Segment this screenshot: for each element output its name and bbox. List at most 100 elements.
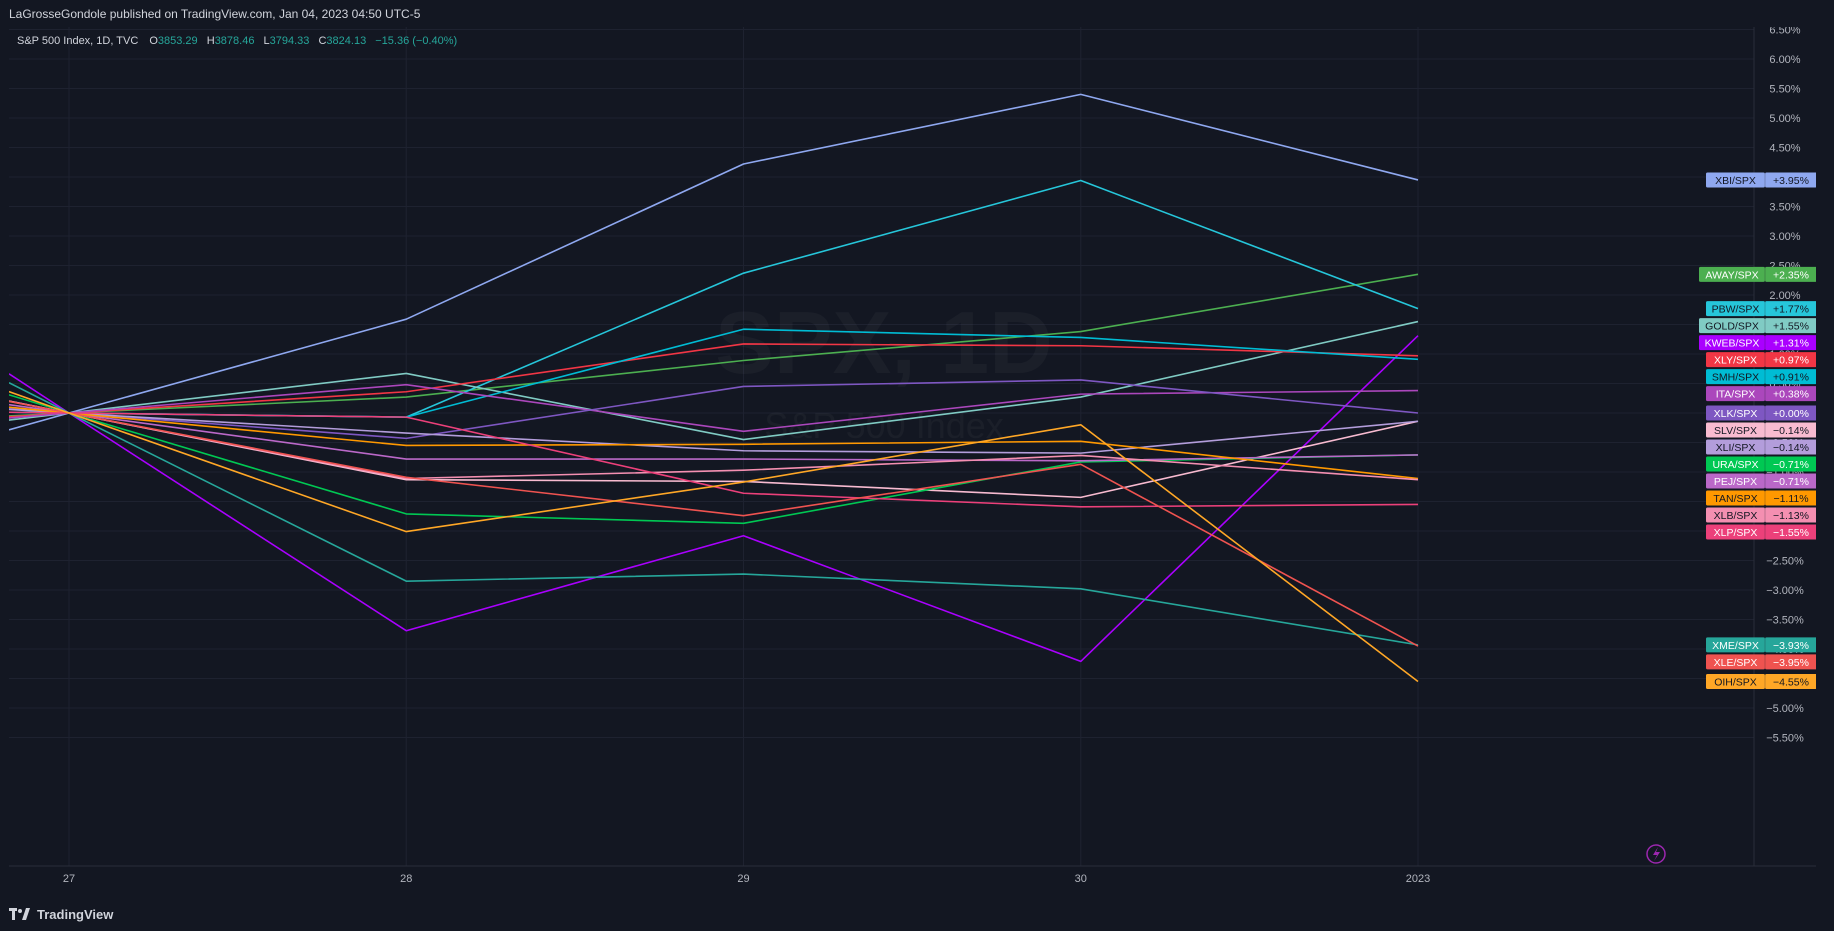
series-badge-value: +0.97% — [1773, 355, 1809, 367]
series-badge[interactable]: XLY/SPX +0.97% — [1706, 352, 1816, 368]
legend-close: 3824.13 — [326, 35, 366, 47]
series-badge-name: TAN/SPX — [1713, 493, 1757, 505]
series-badge[interactable]: URA/SPX −0.71% — [1706, 456, 1816, 472]
series-badge-name: XLY/SPX — [1714, 355, 1757, 367]
series-badge[interactable]: XME/SPX −3.93% — [1706, 637, 1816, 653]
series-line[interactable] — [9, 390, 1419, 683]
series-badge-value: −0.14% — [1773, 442, 1809, 454]
y-tick-label: −3.50% — [1766, 615, 1804, 627]
series-badge-name: PEJ/SPX — [1714, 476, 1757, 488]
series-badge-value: −3.95% — [1773, 657, 1809, 669]
x-tick-label: 2023 — [1406, 873, 1430, 885]
y-tick-label: 3.00% — [1769, 231, 1800, 243]
series-badge-value: −0.14% — [1773, 425, 1809, 437]
series-badge[interactable]: TAN/SPX −1.11% — [1706, 490, 1816, 506]
series-badge-value: +1.77% — [1773, 304, 1809, 316]
series-badge-name: GOLD/SPX — [1705, 321, 1759, 333]
series-badge-name: XME/SPX — [1712, 640, 1759, 652]
series-badge[interactable]: XBI/SPX +3.95% — [1706, 172, 1816, 188]
series-badge-name: XLP/SPX — [1714, 527, 1758, 539]
chart[interactable]: SPX, 1D S&P 500 Index 6.50% 6.00% 5.50% 5.0… — [9, 27, 1816, 896]
series-badge-value: +3.95% — [1773, 175, 1809, 187]
series-badge-name: OIH/SPX — [1714, 676, 1757, 688]
series-badge[interactable]: SMH/SPX +0.91% — [1706, 369, 1816, 385]
chart-background — [9, 27, 1816, 896]
series-badge-value: −1.55% — [1773, 527, 1809, 539]
y-tick-label: −3.00% — [1766, 585, 1804, 597]
series-line[interactable] — [9, 400, 1419, 647]
legend-low: 3794.33 — [270, 35, 310, 47]
series-badge[interactable]: XLB/SPX −1.13% — [1706, 507, 1816, 523]
x-tick-label: 27 — [63, 873, 75, 885]
series-badge-name: XLB/SPX — [1714, 510, 1758, 522]
series-badge-value: −0.71% — [1773, 476, 1809, 488]
series-line[interactable] — [9, 406, 1419, 480]
series-badge-value: +0.38% — [1773, 389, 1809, 401]
series-badge[interactable]: XLP/SPX −1.55% — [1706, 524, 1816, 540]
series-badge-name: KWEB/SPX — [1705, 338, 1760, 350]
series-badge[interactable]: PBW/SPX +1.77% — [1706, 301, 1816, 317]
series-badge-name: XLE/SPX — [1714, 657, 1758, 669]
series-badge-name: XBI/SPX — [1715, 175, 1756, 187]
series-badge[interactable]: GOLD/SPX +1.55% — [1699, 318, 1816, 334]
series-badge-name: ITA/SPX — [1716, 389, 1755, 401]
series-badge[interactable]: SLV/SPX −0.14% — [1706, 422, 1816, 438]
series-line[interactable] — [9, 382, 1419, 646]
y-tick-label: 4.50% — [1769, 143, 1800, 155]
series-badge-name: URA/SPX — [1712, 459, 1758, 471]
series-badge-name: XLK/SPX — [1714, 408, 1758, 420]
y-tick-label: 5.50% — [1769, 84, 1800, 96]
tradingview-logo[interactable]: TradingView — [9, 904, 113, 924]
legend: S&P 500 Index, 1D, TVC O3853.29 H3878.46… — [17, 35, 457, 47]
series-badge-value: +2.35% — [1773, 269, 1809, 281]
legend-high: 3878.46 — [215, 35, 255, 47]
series-badge-value: +1.55% — [1773, 321, 1809, 333]
y-tick-label: 3.50% — [1769, 202, 1800, 214]
series-badge-name: SMH/SPX — [1712, 372, 1759, 384]
series-badge-name: AWAY/SPX — [1705, 269, 1758, 281]
series-line[interactable] — [9, 335, 1419, 663]
lightning-icon[interactable] — [1646, 844, 1666, 864]
series-badge-name: XLI/SPX — [1716, 442, 1756, 454]
tradingview-logo-icon — [9, 907, 30, 920]
series-badge-value: −1.11% — [1773, 493, 1808, 505]
series-line[interactable] — [9, 383, 1419, 433]
series-badge[interactable]: AWAY/SPX +2.35% — [1699, 266, 1816, 282]
legend-change: −15.36 (−0.40%) — [375, 35, 457, 47]
y-tick-label: 2.00% — [1769, 290, 1800, 302]
x-tick-label: 28 — [400, 873, 412, 885]
series-badge[interactable]: XLE/SPX −3.95% — [1706, 654, 1816, 670]
time-axis[interactable]: 27 28 29 30 2023 — [63, 873, 1430, 885]
series-badge[interactable]: KWEB/SPX +1.31% — [1699, 335, 1816, 351]
series-badge-value: −0.71% — [1773, 459, 1809, 471]
series-badge[interactable]: OIH/SPX −4.55% — [1706, 673, 1816, 689]
series-badge[interactable]: ITA/SPX +0.38% — [1706, 386, 1816, 402]
series-badge[interactable]: XLK/SPX +0.00% — [1706, 405, 1816, 421]
series-badge-value: −3.93% — [1773, 640, 1809, 652]
series-badge-value: −1.13% — [1773, 510, 1809, 522]
series-line[interactable] — [9, 411, 1419, 508]
x-tick-label: 29 — [737, 873, 749, 885]
y-tick-label: −5.00% — [1766, 703, 1804, 715]
series-lines — [9, 93, 1419, 683]
legend-symbol: S&P 500 Index, 1D, TVC — [17, 35, 138, 47]
series-badge[interactable]: XLI/SPX −0.14% — [1706, 439, 1816, 455]
series-badge-name: PBW/SPX — [1712, 304, 1760, 316]
series-badge[interactable]: PEJ/SPX −0.71% — [1706, 473, 1816, 489]
tradingview-brand: TradingView — [37, 906, 114, 922]
published-caption: LaGrosseGondole published on TradingView… — [9, 7, 421, 21]
y-tick-label: 6.00% — [1769, 54, 1800, 66]
y-tick-label: −5.50% — [1766, 733, 1804, 745]
series-value-badges: XBI/SPX +3.95% AWAY/SPX +2.35% PBW/SPX +1.77%… — [1699, 172, 1816, 689]
y-tick-label: 6.50% — [1769, 27, 1800, 37]
y-tick-label: −2.50% — [1766, 556, 1804, 568]
x-tick-label: 30 — [1075, 873, 1087, 885]
y-tick-label: 5.00% — [1769, 113, 1800, 125]
series-badge-value: +0.00% — [1773, 408, 1809, 420]
watermark-title: SPX, 1D — [715, 293, 1052, 392]
watermark: SPX, 1D S&P 500 Index — [715, 293, 1052, 446]
series-line[interactable] — [9, 93, 1419, 431]
series-badge-value: +1.31% — [1773, 338, 1809, 350]
series-badge-name: SLV/SPX — [1714, 425, 1757, 437]
series-badge-value: +0.91% — [1773, 372, 1809, 384]
